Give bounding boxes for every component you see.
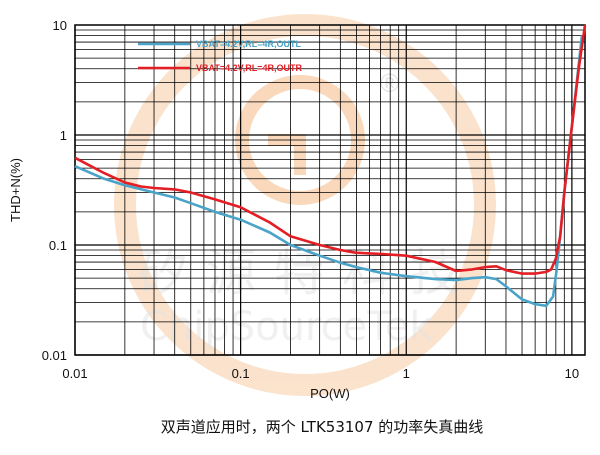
y-tick-label: 0.01 <box>42 348 67 363</box>
x-tick-label: 10 <box>565 366 579 381</box>
x-tick-label: 1 <box>403 366 410 381</box>
legend-label-outr: VBAT=4.2V,RL=4R,OUTR <box>196 63 303 73</box>
x-axis-title: PO(W) <box>310 386 350 401</box>
y-tick-label: 1 <box>60 128 67 143</box>
series-line-outl <box>74 35 584 308</box>
watermark-g-glyph <box>268 134 306 175</box>
watermark-english-text: ChipSourceTek <box>140 304 433 350</box>
series-line-outr <box>74 24 587 275</box>
chart-caption: 双声道应用时，两个 LTK53107 的功率失真曲线 <box>161 418 484 436</box>
watermark-registered-mark: ® <box>380 68 399 98</box>
legend-label-outl: VBAT=4.2V,RL=4R,OUTL <box>196 39 302 49</box>
x-tick-label: 0.01 <box>62 366 87 381</box>
grid-lines <box>74 25 585 356</box>
legend: VBAT=4.2V,RL=4R,OUTL VBAT=4.2V,RL=4R,OUT… <box>138 39 303 73</box>
y-tick-label: 10 <box>53 18 67 33</box>
y-tick-label: 0.1 <box>49 238 67 253</box>
y-axis-title: THD+N(%) <box>8 158 23 222</box>
series-lines <box>74 24 587 308</box>
axis-tick-labels: 0.01 0.1 1 10 10 1 0.1 0.01 <box>42 18 579 381</box>
x-tick-label: 0.1 <box>232 366 250 381</box>
plot-frame <box>74 24 586 356</box>
watermark-logo: 矽源特科技 ChipSourceTek ® <box>114 14 496 396</box>
